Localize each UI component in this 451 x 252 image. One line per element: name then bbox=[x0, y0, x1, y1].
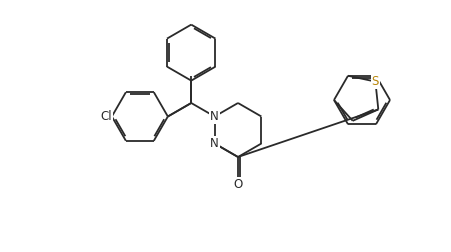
Text: S: S bbox=[372, 75, 379, 88]
Text: N: N bbox=[210, 110, 219, 123]
Text: Cl: Cl bbox=[100, 110, 112, 123]
Text: O: O bbox=[233, 177, 243, 191]
Text: N: N bbox=[210, 137, 219, 150]
